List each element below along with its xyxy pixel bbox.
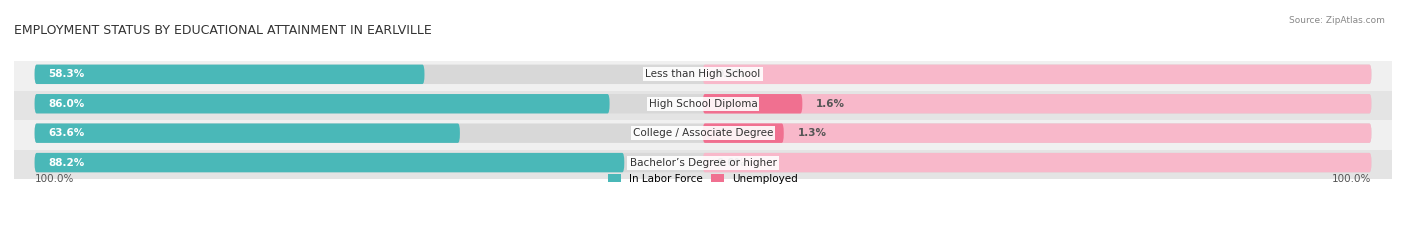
- Text: College / Associate Degree: College / Associate Degree: [633, 128, 773, 138]
- Text: 0.0%: 0.0%: [717, 69, 745, 79]
- FancyBboxPatch shape: [35, 153, 1371, 172]
- FancyBboxPatch shape: [14, 120, 1392, 150]
- FancyBboxPatch shape: [703, 153, 1371, 172]
- FancyBboxPatch shape: [35, 153, 624, 172]
- FancyBboxPatch shape: [14, 150, 1392, 179]
- Text: 88.2%: 88.2%: [48, 158, 84, 168]
- Text: 0.0%: 0.0%: [717, 158, 745, 168]
- FancyBboxPatch shape: [703, 65, 1371, 84]
- FancyBboxPatch shape: [35, 123, 460, 143]
- Text: 100.0%: 100.0%: [1331, 174, 1371, 184]
- FancyBboxPatch shape: [35, 65, 1371, 84]
- FancyBboxPatch shape: [35, 94, 1371, 113]
- FancyBboxPatch shape: [14, 61, 1392, 91]
- Text: High School Diploma: High School Diploma: [648, 99, 758, 109]
- Text: 58.3%: 58.3%: [48, 69, 84, 79]
- FancyBboxPatch shape: [35, 123, 1371, 143]
- Text: EMPLOYMENT STATUS BY EDUCATIONAL ATTAINMENT IN EARLVILLE: EMPLOYMENT STATUS BY EDUCATIONAL ATTAINM…: [14, 24, 432, 37]
- Legend: In Labor Force, Unemployed: In Labor Force, Unemployed: [605, 169, 801, 188]
- FancyBboxPatch shape: [703, 123, 783, 143]
- Text: Less than High School: Less than High School: [645, 69, 761, 79]
- Text: Bachelor’s Degree or higher: Bachelor’s Degree or higher: [630, 158, 776, 168]
- FancyBboxPatch shape: [35, 94, 610, 113]
- Text: 63.6%: 63.6%: [48, 128, 84, 138]
- FancyBboxPatch shape: [703, 94, 1371, 113]
- Text: 86.0%: 86.0%: [48, 99, 84, 109]
- FancyBboxPatch shape: [14, 91, 1392, 120]
- FancyBboxPatch shape: [703, 94, 803, 113]
- Text: 1.6%: 1.6%: [815, 99, 845, 109]
- FancyBboxPatch shape: [703, 123, 1371, 143]
- Text: 1.3%: 1.3%: [797, 128, 827, 138]
- Text: Source: ZipAtlas.com: Source: ZipAtlas.com: [1289, 16, 1385, 25]
- Text: 100.0%: 100.0%: [35, 174, 75, 184]
- FancyBboxPatch shape: [35, 65, 425, 84]
